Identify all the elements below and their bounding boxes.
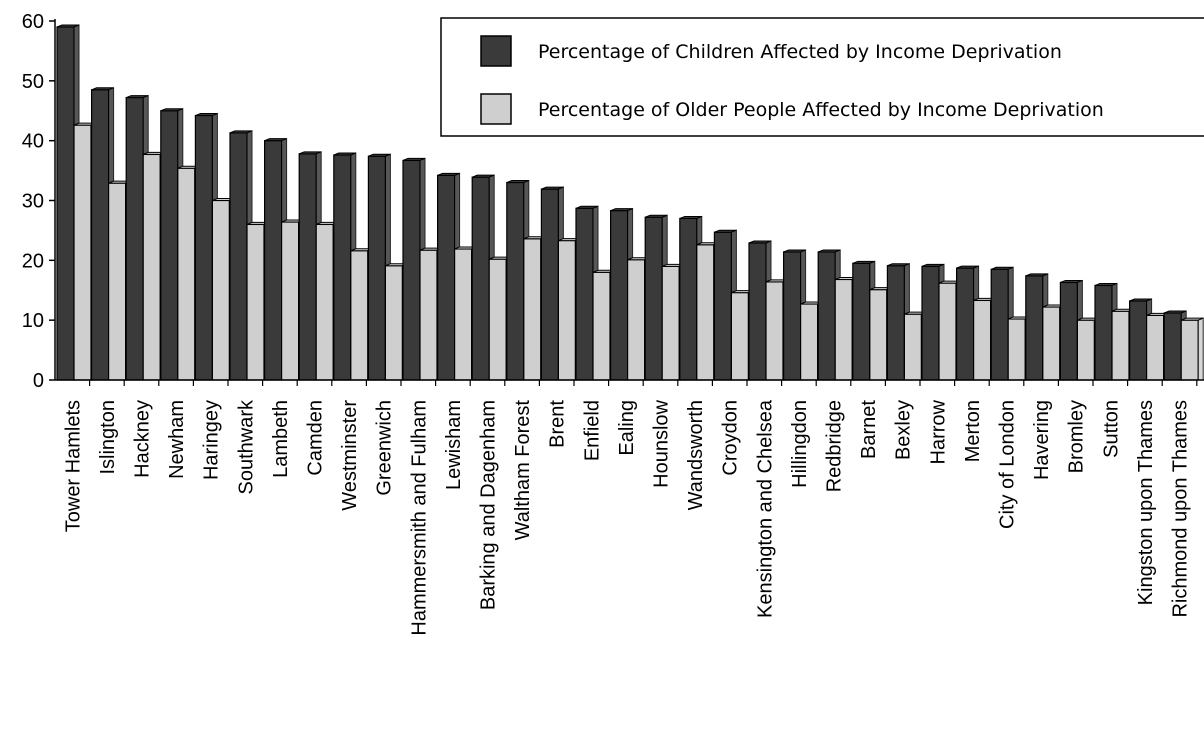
x-category-label: Sutton [1100, 400, 1122, 458]
y-tick-label: 20 [22, 250, 44, 272]
y-tick-label: 30 [22, 191, 44, 213]
x-category-label: Hillingdon [789, 400, 811, 488]
x-axis: Tower Hamlets Islington Hackney Newham Harin… [55, 379, 1204, 636]
x-category-label: Tower Hamlets [62, 400, 84, 532]
x-category-label: Lewisham [443, 400, 465, 490]
x-category-label: Hammersmith and Fulham [408, 400, 430, 636]
legend-label-older-people: Percentage of Older People Affected by I… [538, 99, 1104, 121]
x-category-label: Harrow [927, 399, 949, 464]
x-category-label: Camden [305, 400, 327, 476]
y-tick-label: 40 [22, 131, 44, 153]
y-axis: 0 10 20 30 40 50 60 [22, 11, 56, 392]
x-category-label: Havering [1031, 400, 1053, 480]
x-category-label: Newham [166, 400, 188, 479]
x-category-label: Bromley [1066, 400, 1088, 473]
x-category-label: Lambeth [270, 400, 292, 478]
y-tick-label: 10 [22, 310, 44, 332]
x-category-label: Ealing [616, 400, 638, 456]
x-category-label: Wandsworth [685, 400, 707, 510]
x-category-label: Kensington and Chelsea [754, 399, 776, 618]
y-tick-label: 60 [22, 11, 44, 33]
x-category-label: Redbridge [824, 400, 846, 492]
x-category-label: Merton [962, 400, 984, 462]
y-tick-label: 0 [33, 370, 44, 392]
legend: Percentage of Children Affected by Incom… [440, 17, 1204, 137]
x-category-label: City of London [997, 400, 1019, 529]
y-tick-label: 50 [22, 71, 44, 93]
x-category-label: Barnet [858, 400, 880, 459]
bars [56, 24, 1204, 381]
legend-swatch-children [480, 35, 512, 67]
x-category-label: Brent [547, 400, 569, 448]
x-category-label: Bexley [893, 400, 915, 460]
x-category-label: Haringey [201, 400, 223, 480]
x-category-label: Barking and Dagenham [478, 400, 500, 610]
x-category-label: Enfield [581, 400, 603, 461]
legend-swatch-older-people [480, 93, 512, 125]
bar-older-people [1180, 317, 1204, 381]
x-category-label: Richmond upon Thames [1170, 400, 1192, 618]
x-category-label: Westminster [339, 400, 361, 511]
x-category-label: Waltham Forest [512, 400, 534, 541]
x-category-label: Hackney [132, 400, 154, 478]
x-category-label: Kingston upon Thames [1135, 400, 1157, 605]
legend-box [440, 17, 1204, 137]
x-category-label: Hounslow [651, 399, 673, 487]
x-category-label: Islington [97, 400, 119, 475]
x-category-label: Croydon [720, 400, 742, 476]
legend-label-children: Percentage of Children Affected by Incom… [538, 41, 1062, 63]
x-category-label: Greenwich [374, 400, 396, 496]
x-category-label: Southwark [235, 399, 257, 494]
